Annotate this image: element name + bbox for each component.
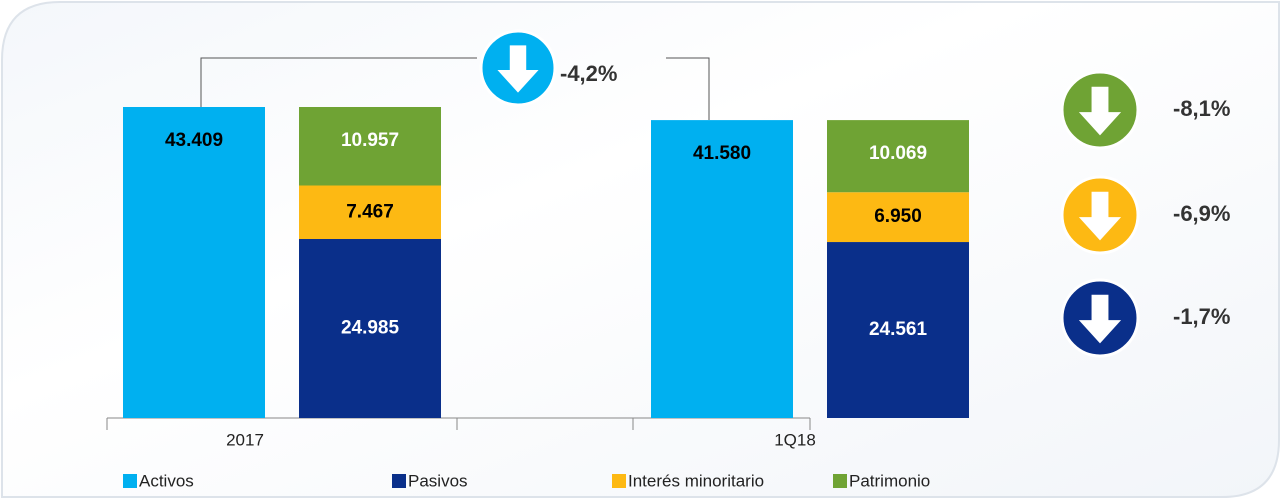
change-icon-arrow bbox=[1078, 294, 1122, 344]
change-label: -1,7% bbox=[1173, 304, 1230, 329]
value-label: 24.561 bbox=[869, 319, 928, 340]
value-label: 41.580 bbox=[693, 143, 751, 164]
bar bbox=[299, 238, 441, 418]
bar bbox=[651, 120, 793, 419]
value-label: 10.069 bbox=[869, 143, 927, 164]
bar bbox=[827, 192, 969, 243]
x-axis-ticks bbox=[106, 418, 811, 430]
value-label: 24.985 bbox=[341, 318, 400, 339]
legend-swatch bbox=[612, 474, 626, 488]
x-tick-label: 1Q18 bbox=[774, 430, 816, 449]
bar bbox=[827, 120, 969, 193]
legend-swatch bbox=[833, 474, 847, 488]
value-label: 43.409 bbox=[165, 130, 223, 151]
value-label: 6.950 bbox=[874, 206, 922, 227]
x-tick-label: 2017 bbox=[226, 430, 264, 449]
value-label: 7.467 bbox=[346, 201, 394, 222]
bracket bbox=[666, 57, 710, 120]
bar bbox=[299, 185, 441, 239]
bar bbox=[299, 107, 441, 186]
value-label: 10.957 bbox=[341, 130, 399, 151]
bar bbox=[123, 107, 265, 418]
change-icon-arrow bbox=[1078, 86, 1122, 136]
change-label: -8,1% bbox=[1173, 96, 1230, 121]
bar bbox=[827, 242, 969, 418]
change-label: -4,2% bbox=[560, 61, 617, 86]
bracket bbox=[200, 57, 477, 107]
legend-label: Activos bbox=[139, 471, 194, 490]
change-icon-arrow bbox=[1078, 191, 1122, 241]
legend-label: Pasivos bbox=[408, 471, 468, 490]
change-label: -6,9% bbox=[1173, 201, 1230, 226]
legend-swatch bbox=[392, 474, 406, 488]
legend-label: Interés minoritario bbox=[628, 471, 764, 490]
legend-swatch bbox=[123, 474, 137, 488]
change-icon-arrow bbox=[497, 45, 539, 93]
legend-label: Patrimonio bbox=[849, 471, 930, 490]
